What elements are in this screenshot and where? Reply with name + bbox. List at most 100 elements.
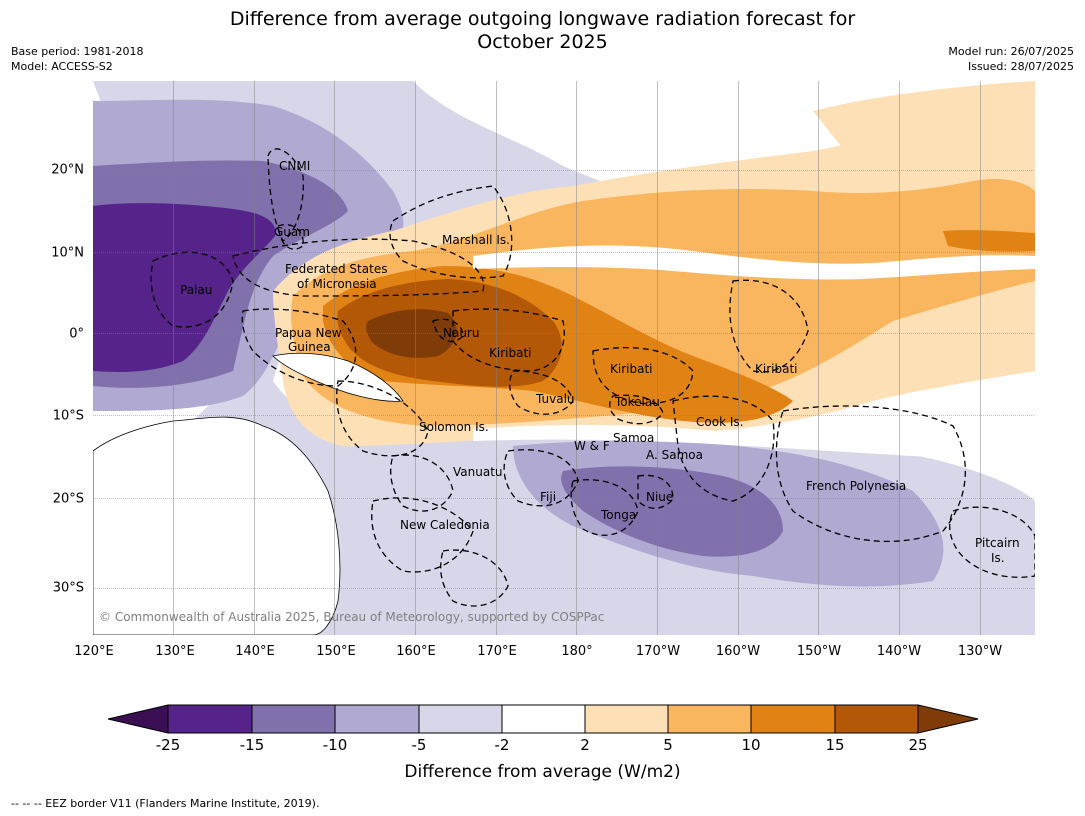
model-label: Model: ACCESS-S2	[11, 60, 113, 73]
y-tick-label: 20°N	[51, 162, 84, 178]
label-fiji: Fiji	[540, 490, 556, 504]
label-solomon: Solomon Is.	[419, 420, 489, 434]
eez-pitcairn	[949, 506, 1035, 578]
eez-kiribati-west	[452, 308, 565, 372]
title-line-1: Difference from average outgoing longwav…	[229, 8, 856, 30]
label-kiribati-west: Kiribati	[489, 346, 531, 360]
y-tick-label: 30°S	[52, 580, 84, 596]
label-nauru: Nauru	[443, 326, 479, 340]
anomaly-region-m25	[93, 203, 276, 372]
australia-landmass	[93, 416, 341, 635]
colorbar-label: -2	[494, 736, 510, 754]
label-cnmi: CNMI	[279, 159, 310, 173]
eez-vanuatu	[390, 454, 454, 512]
label-kiribati-central: Kiribati	[610, 362, 652, 376]
eez-kiribati-east	[729, 279, 809, 373]
eez-fiji	[503, 449, 579, 507]
anomaly-region-p2-ne	[813, 81, 1035, 173]
anomaly-map: © Commonwealth of Australia 2025, Bureau…	[93, 81, 1035, 635]
eez-png	[241, 308, 357, 387]
colorbar-swatch	[251, 704, 336, 734]
label-samoa: Samoa	[613, 431, 654, 445]
base-period-label: Base period: 1981-2018	[11, 45, 144, 58]
label-fsm-2: of Micronesia	[297, 277, 377, 291]
label-guam: Guam	[274, 225, 310, 239]
label-fsm-1: Federated States	[285, 262, 387, 276]
y-tick-label: 10°N	[51, 245, 84, 261]
colorbar-extend-high	[917, 704, 979, 734]
label-palau: Palau	[180, 283, 212, 297]
eez-guam	[277, 224, 304, 250]
label-new-caledonia: New Caledonia	[400, 518, 490, 532]
eez-marshall	[389, 185, 513, 279]
colorbar-swatch	[667, 704, 752, 734]
colorbar-swatch	[750, 704, 836, 734]
x-tick-label: 160°E	[396, 644, 436, 659]
label-tonga: Tonga	[600, 508, 636, 522]
x-tick-label: 140°E	[235, 644, 275, 659]
colorbar-label: -25	[155, 736, 181, 754]
copyright-text: © Commonwealth of Australia 2025, Bureau…	[99, 610, 604, 624]
colorbar-label: -15	[239, 736, 265, 754]
eez-fsm	[232, 238, 485, 297]
eez-cnmi	[267, 148, 304, 242]
label-kiribati-east: Kiribati	[755, 362, 797, 376]
label-pitcairn-1: Pitcairn	[975, 536, 1020, 550]
label-wf: W & F	[574, 439, 610, 453]
x-tick-label: 170°E	[477, 644, 517, 659]
x-tick-label: 150°W	[796, 644, 842, 659]
eez-kiribati-central	[592, 346, 694, 405]
eez-palau	[150, 251, 234, 328]
meta-left: Base period: 1981-2018 Model: ACCESS-S2	[11, 44, 143, 74]
neutral-band-south	[473, 424, 1035, 463]
colorbar-label: -10	[322, 736, 348, 754]
colorbar-label: 15	[825, 736, 845, 754]
colorbar-title: Difference from average (W/m2)	[404, 762, 681, 782]
eez-new-caledonia	[371, 497, 474, 573]
anomaly-region-p10-east	[943, 230, 1035, 252]
colorbar-label: 2	[580, 736, 590, 754]
eez-french-polynesia	[775, 405, 966, 542]
x-tick-label: 180°	[561, 644, 593, 659]
y-tick-label: 20°S	[52, 491, 84, 507]
eez-norfolk	[440, 549, 509, 607]
new-guinea-landmass	[272, 352, 404, 402]
label-marshall: Marshall Is.	[442, 233, 510, 247]
chart-title: Difference from average outgoing longwav…	[0, 8, 1085, 54]
model-run-label: Model run: 26/07/2025	[948, 45, 1074, 58]
colorbar	[107, 704, 979, 734]
positive-anomaly-field	[273, 81, 1035, 446]
eez-niue	[637, 474, 674, 509]
x-tick-label: 150°E	[316, 644, 356, 659]
colorbar-label: 5	[663, 736, 673, 754]
y-tick-label: 10°S	[52, 408, 84, 424]
colorbar-swatch	[167, 704, 253, 734]
neutral-band-north	[473, 245, 1035, 280]
colorbar-swatch	[501, 704, 586, 734]
label-cook: Cook Is.	[696, 415, 743, 429]
x-tick-label: 170°W	[635, 644, 681, 659]
x-tick-label: 140°W	[876, 644, 922, 659]
label-vanuatu: Vanuatu	[453, 465, 503, 479]
label-tuvalu: Tuvalu	[535, 392, 575, 406]
eez-borders	[150, 148, 1035, 607]
x-tick-label: 160°W	[715, 644, 761, 659]
label-png-2: Guinea	[288, 340, 331, 354]
label-niue: Niue	[646, 490, 673, 504]
eez-tuvalu	[509, 370, 574, 415]
x-tick-label: 130°W	[957, 644, 1003, 659]
eez-solomon	[336, 380, 429, 457]
x-tick-label: 130°E	[155, 644, 195, 659]
colorbar-label: 10	[741, 736, 761, 754]
label-tokelau: Tokelau	[614, 395, 660, 409]
colorbar-label: -5	[411, 736, 427, 754]
graticule	[93, 81, 1035, 635]
colorbar-label: 25	[908, 736, 928, 754]
colorbar-swatch	[834, 704, 919, 734]
title-line-2: October 2025	[477, 31, 608, 53]
x-tick-label: 120°E	[74, 644, 114, 659]
eez-footnote: -- -- -- EEZ border V11 (Flanders Marine…	[11, 797, 320, 810]
eez-nauru	[432, 318, 464, 343]
region-labels: CNMI Guam Marshall Is. Federated States …	[180, 159, 1020, 565]
eez-tokelau	[609, 394, 664, 425]
